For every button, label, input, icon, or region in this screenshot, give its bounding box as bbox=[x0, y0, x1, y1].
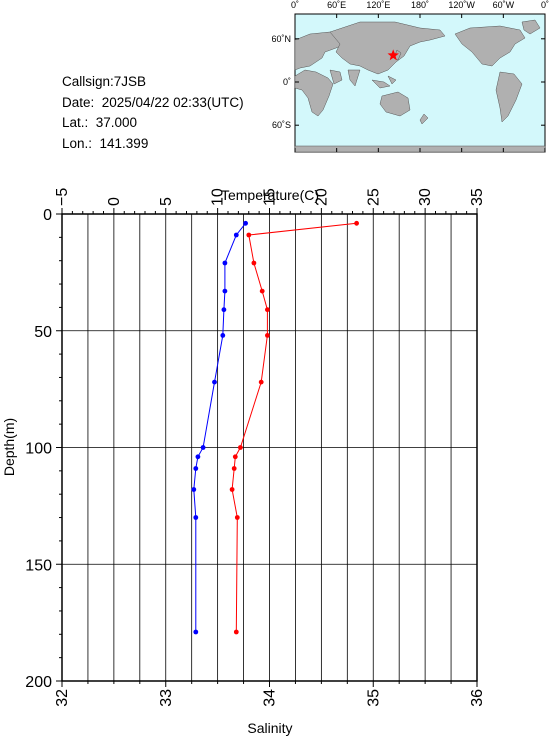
station-info: Callsign:7JSB Date: 2025/04/22 02:33(UTC… bbox=[62, 72, 244, 154]
map-lat-label: 60˚N bbox=[271, 34, 291, 44]
top-tick-label: 25 bbox=[365, 188, 382, 206]
temperature-point bbox=[354, 220, 359, 226]
bottom-tick-label: 36 bbox=[469, 689, 486, 707]
temperature-line bbox=[231, 222, 357, 633]
salinity-point bbox=[200, 445, 206, 450]
station-star-icon bbox=[387, 49, 399, 61]
top-tick-label: −5 bbox=[54, 188, 71, 206]
lat-text: Lat.: 37.000 bbox=[62, 115, 138, 130]
salinity-point bbox=[233, 232, 239, 238]
bottom-tick-label: 35 bbox=[365, 689, 382, 707]
top-tick-label: 20 bbox=[313, 188, 330, 206]
temperature-point bbox=[231, 466, 237, 471]
map-lon-label: 0˚ bbox=[291, 0, 299, 10]
map-lon-label: 60˚E bbox=[327, 0, 346, 10]
bottom-tick-label: 32 bbox=[54, 689, 71, 707]
map-lat-label: 60˚S bbox=[272, 120, 291, 130]
temperature-point bbox=[238, 445, 243, 450]
map-lon-label: 0˚ bbox=[541, 0, 549, 10]
salinity-point bbox=[222, 260, 228, 266]
salinity-point bbox=[193, 466, 199, 471]
salinity-line bbox=[193, 222, 246, 632]
temperature-point bbox=[246, 232, 252, 238]
salinity-point bbox=[220, 333, 226, 338]
map-lon-label: 60˚W bbox=[493, 0, 515, 10]
map-land bbox=[294, 19, 546, 153]
bottom-axis-title: Salinity bbox=[247, 720, 292, 736]
temperature-point bbox=[258, 379, 264, 385]
salinity-point bbox=[221, 307, 227, 313]
salinity-point bbox=[191, 487, 197, 492]
salinity-point bbox=[243, 220, 249, 226]
temperature-point bbox=[234, 515, 240, 520]
chart-grid bbox=[61, 214, 478, 681]
bottom-tick-label: 34 bbox=[262, 689, 279, 707]
salinity-point bbox=[193, 515, 199, 520]
map-lon-label: 120˚W bbox=[448, 0, 475, 10]
map-lon-label: 180˚ bbox=[411, 0, 429, 10]
y-tick-label: 50 bbox=[34, 324, 52, 341]
temperature-point bbox=[233, 629, 239, 635]
map-lat-label: 0˚ bbox=[283, 77, 291, 87]
top-tick-label: 15 bbox=[262, 188, 279, 206]
temperature-point bbox=[259, 288, 265, 294]
top-tick-label: 10 bbox=[210, 188, 227, 206]
temperature-point bbox=[251, 260, 257, 266]
salinity-point bbox=[222, 288, 228, 294]
y-axis-title: Depth(m) bbox=[1, 418, 17, 476]
temperature-point bbox=[265, 307, 270, 313]
top-tick-label: 5 bbox=[158, 197, 175, 206]
bottom-tick-label: 33 bbox=[158, 689, 175, 707]
top-tick-label: 30 bbox=[417, 188, 434, 206]
map-lon-label: 120˚E bbox=[366, 0, 390, 10]
salinity-point bbox=[212, 379, 217, 385]
top-axis-title: Temperature(C) bbox=[221, 187, 319, 203]
lon-text: Lon.: 141.399 bbox=[62, 135, 149, 151]
top-tick-label: 35 bbox=[469, 188, 486, 206]
salinity-point bbox=[195, 454, 201, 460]
y-tick-label: 150 bbox=[25, 557, 52, 574]
temperature-point bbox=[232, 454, 238, 460]
y-tick-label: 200 bbox=[25, 674, 52, 691]
top-tick-label: 0 bbox=[106, 197, 123, 206]
y-tick-label: 100 bbox=[25, 441, 52, 458]
date-text: Date: 2025/04/22 02:33(UTC) bbox=[62, 94, 244, 110]
salinity-point bbox=[193, 629, 199, 635]
temperature-point bbox=[229, 487, 235, 492]
callsign-text: Callsign:7JSB bbox=[62, 74, 147, 89]
temperature-point bbox=[265, 333, 270, 338]
y-tick-label: 0 bbox=[43, 207, 52, 224]
